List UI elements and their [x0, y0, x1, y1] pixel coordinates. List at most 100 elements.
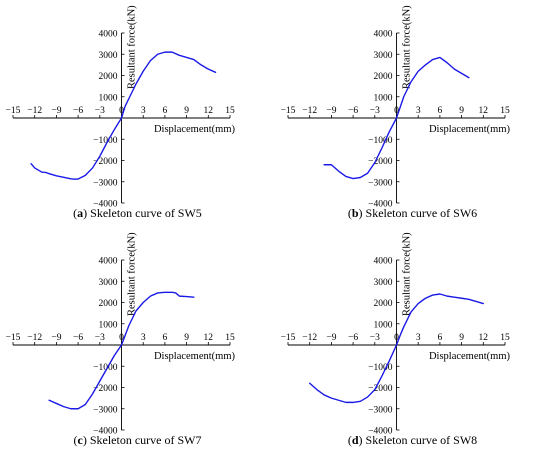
x-tick-label-d: −12: [302, 333, 317, 343]
y-tick-label-c: 2000: [99, 299, 118, 309]
chart-caption-a: (a) Skeleton curve of SW5: [73, 206, 202, 220]
caption-text-a: Skeleton curve of SW5: [90, 206, 202, 220]
y-tick-label-b: −4000: [368, 200, 393, 210]
x-tick-label-c: −6: [73, 333, 83, 343]
y-tick-label-a: −3000: [93, 178, 118, 188]
x-axis-title-d: Displacement(mm): [429, 351, 511, 362]
y-tick-label-a: 1000: [99, 93, 118, 103]
y-tick-label-b: 4000: [374, 30, 393, 40]
x-tick-label-c: 0: [119, 333, 124, 343]
y-tick-label-c: 3000: [99, 278, 118, 288]
x-tick-label-a: −12: [27, 106, 42, 116]
x-tick-label-d: −6: [348, 333, 358, 343]
chart-svg-b: −15 −12 −9 −6 −3 0 3 6 9 12 15 −4000 −3000 −2000 −1000…: [281, 5, 511, 210]
x-tick-label-a: −15: [6, 106, 21, 116]
x-tick-label-d: 3: [416, 333, 421, 343]
y-tick-label-a: 4000: [99, 30, 118, 40]
y-tick-label-b: 3000: [374, 51, 393, 61]
x-tick-label-c: −12: [27, 333, 42, 343]
x-tick-label-b: 15: [500, 106, 510, 116]
x-tick-label-b: −9: [326, 106, 336, 116]
chart-svg-d: −15 −12 −9 −6 −3 0 3 6 9 12 15 −4000 −3000 −2000 −1000…: [281, 232, 511, 437]
y-tick-label-b: −2000: [368, 157, 393, 167]
x-tick-label-a: −3: [95, 106, 105, 116]
y-tick-label-d: −3000: [368, 405, 393, 415]
chart-panel-a: −15 −12 −9 −6 −3 0 3 6 9 12 15 −4000 −3000 −2000 −1000…: [0, 0, 275, 227]
x-tick-label-c: 3: [141, 333, 146, 343]
y-axis-title-d: Resultant force(kN): [402, 232, 413, 316]
x-tick-label-c: 6: [163, 333, 168, 343]
y-tick-label-a: −2000: [93, 157, 118, 167]
x-tick-label-c: 15: [225, 333, 235, 343]
y-tick-label-a: −1000: [93, 136, 118, 146]
y-tick-label-d: 1000: [374, 320, 393, 330]
y-axis-title-c: Resultant force(kN): [127, 232, 138, 316]
x-tick-label-a: 0: [119, 106, 124, 116]
chart-svg-c: −15 −12 −9 −6 −3 0 3 6 9 12 15 −4000 −3000 −2000 −1000…: [6, 232, 236, 437]
skeleton-curve-c: [48, 291, 195, 410]
chart-svg-a: −15 −12 −9 −6 −3 0 3 6 9 12 15 −4000 −3000 −2000 −1000…: [6, 5, 236, 210]
x-tick-label-a: 3: [141, 106, 146, 116]
y-tick-label-d: −2000: [368, 384, 393, 394]
chart-caption-c: (c) Skeleton curve of SW7: [73, 433, 202, 447]
x-tick-label-b: 9: [459, 106, 464, 116]
x-tick-label-a: 6: [163, 106, 168, 116]
x-tick-label-d: 6: [438, 333, 443, 343]
chart-panel-c: −15 −12 −9 −6 −3 0 3 6 9 12 15 −4000 −3000 −2000 −1000…: [0, 227, 275, 454]
x-axis-title-b: Displacement(mm): [429, 124, 511, 135]
x-tick-label-a: 9: [184, 106, 189, 116]
x-tick-label-d: 15: [500, 333, 510, 343]
x-tick-label-b: −12: [302, 106, 317, 116]
y-tick-label-a: −4000: [93, 200, 118, 210]
y-tick-label-b: −3000: [368, 178, 393, 188]
y-tick-label-d: 2000: [374, 299, 393, 309]
x-tick-label-c: 12: [204, 333, 214, 343]
x-tick-label-b: 0: [394, 106, 399, 116]
x-tick-label-a: 12: [204, 106, 214, 116]
x-tick-label-d: 0: [394, 333, 399, 343]
y-tick-label-c: −2000: [93, 384, 118, 394]
x-tick-label-d: 12: [479, 333, 489, 343]
x-tick-label-d: −9: [326, 333, 336, 343]
y-tick-label-b: −1000: [368, 136, 393, 146]
x-tick-label-d: −3: [370, 333, 380, 343]
skeleton-curve-b: [323, 56, 470, 180]
x-axis-title-a: Displacement(mm): [154, 124, 236, 135]
chart-panel-b: −15 −12 −9 −6 −3 0 3 6 9 12 15 −4000 −3000 −2000 −1000…: [275, 0, 550, 227]
x-tick-label-b: 12: [479, 106, 489, 116]
y-tick-label-c: 4000: [99, 257, 118, 267]
caption-text-b: Skeleton curve of SW6: [365, 206, 478, 220]
y-tick-label-a: 3000: [99, 51, 118, 61]
x-tick-label-d: 9: [459, 333, 464, 343]
x-tick-label-a: −9: [51, 106, 61, 116]
y-tick-label-a: 2000: [99, 72, 118, 82]
y-tick-label-d: −4000: [368, 427, 393, 437]
x-axis-title-c: Displacement(mm): [154, 351, 236, 362]
skeleton-curve-a: [30, 51, 217, 180]
x-tick-label-c: −15: [6, 333, 21, 343]
x-tick-label-c: 9: [184, 333, 189, 343]
x-tick-label-b: −3: [370, 106, 380, 116]
chart-panel-d: −15 −12 −9 −6 −3 0 3 6 9 12 15 −4000 −3000 −2000 −1000…: [275, 227, 550, 454]
panel-label-a: a: [77, 206, 84, 220]
y-tick-label-c: −3000: [93, 405, 118, 415]
y-tick-label-d: 4000: [374, 257, 393, 267]
x-tick-label-a: 15: [225, 106, 235, 116]
y-tick-label-c: 1000: [99, 320, 118, 330]
chart-caption-d: (d) Skeleton curve of SW8: [347, 433, 478, 447]
panel-label-d: d: [351, 433, 359, 447]
x-tick-label-c: −3: [95, 333, 105, 343]
y-tick-label-d: 3000: [374, 278, 393, 288]
x-tick-label-a: −6: [73, 106, 83, 116]
caption-text-d: Skeleton curve of SW8: [365, 433, 478, 447]
y-tick-label-c: −4000: [93, 427, 118, 437]
y-tick-label-b: 1000: [374, 93, 393, 103]
x-tick-label-c: −9: [51, 333, 61, 343]
x-tick-label-b: −6: [348, 106, 358, 116]
x-tick-label-b: 3: [416, 106, 421, 116]
y-axis-title-b: Resultant force(kN): [402, 5, 413, 89]
panel-label-b: b: [351, 206, 359, 220]
x-tick-label-d: −15: [281, 333, 296, 343]
caption-text-c: Skeleton curve of SW7: [89, 433, 202, 447]
x-tick-label-b: 6: [438, 106, 443, 116]
